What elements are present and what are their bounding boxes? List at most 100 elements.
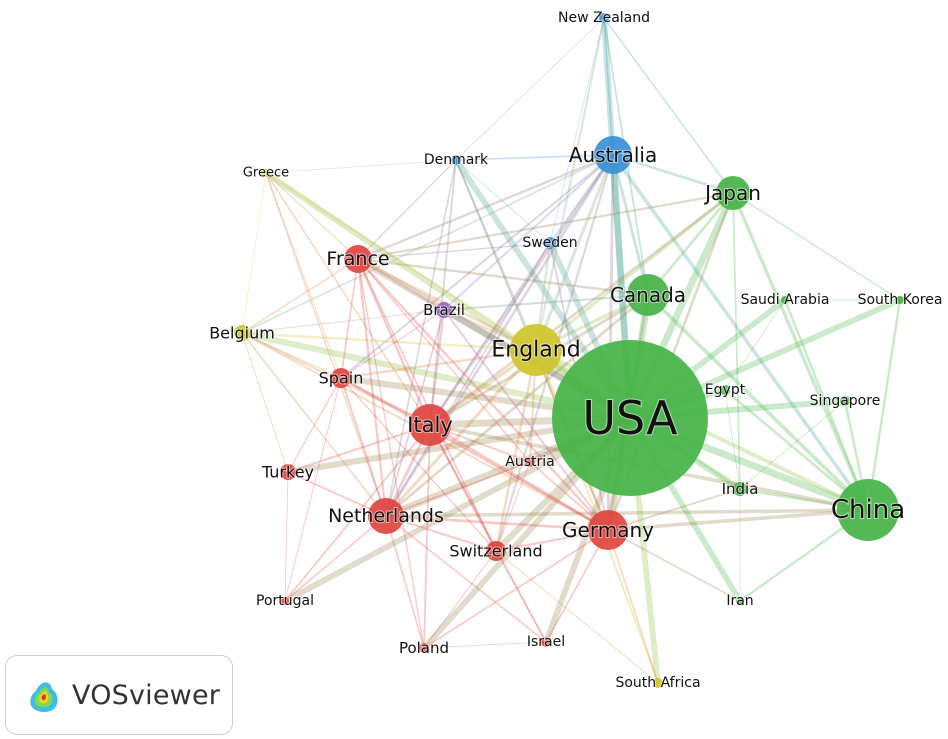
node-label-portugal: Portugal <box>256 593 314 609</box>
node-usa[interactable] <box>552 340 708 496</box>
link-italy-germany <box>428 423 610 532</box>
node-india[interactable] <box>733 482 747 496</box>
node-label-italy: Italy <box>407 413 453 437</box>
link-belgium-netherlands <box>241 332 387 517</box>
link-belgium-spain <box>241 332 342 379</box>
link-japan-australia <box>611 153 735 195</box>
link-belgium-greece <box>241 172 267 334</box>
link-china-saudi <box>783 298 870 512</box>
link-australia-spain <box>339 153 615 380</box>
app-name: VOSviewer <box>72 679 221 711</box>
node-label-singapore: Singapore <box>810 393 881 409</box>
link-england-greece <box>264 171 538 352</box>
link-singapore-india <box>739 400 846 490</box>
node-label-belgium: Belgium <box>209 324 275 343</box>
node-saudi[interactable] <box>781 296 789 304</box>
node-england[interactable] <box>510 324 562 376</box>
link-germany-iran <box>607 529 741 602</box>
link-italy-turkey <box>286 423 432 474</box>
link-sweden-france <box>357 242 551 260</box>
link-japan-italy <box>428 191 735 427</box>
link-spain-germany <box>339 376 610 532</box>
node-label-skorea: South Korea <box>858 292 943 308</box>
link-denmark-france <box>357 159 457 260</box>
link-netherlands-poland <box>385 515 425 649</box>
link-brazil-spain <box>340 309 445 379</box>
link-canada-netherlands <box>384 293 650 518</box>
link-china-egypt <box>723 388 870 512</box>
link-england-netherlands <box>384 348 538 518</box>
link-france-germany <box>356 257 610 532</box>
link-england-belgium <box>240 331 538 352</box>
node-label-england: England <box>491 338 580 363</box>
link-australia-brazil <box>443 154 614 311</box>
node-sweden[interactable] <box>544 237 556 249</box>
link-france-poland <box>357 258 425 649</box>
link-canada-australia <box>611 153 650 297</box>
node-turkey[interactable] <box>280 464 296 480</box>
link-belgium-france <box>241 258 359 334</box>
node-safrica[interactable] <box>653 678 663 688</box>
link-japan-france <box>356 191 735 261</box>
node-singapore[interactable] <box>840 396 850 406</box>
node-netherlands[interactable] <box>368 498 404 534</box>
node-japan[interactable] <box>716 176 750 210</box>
link-netherlands-austria <box>385 461 531 517</box>
node-brazil[interactable] <box>436 302 452 318</box>
link-china-germany <box>606 508 870 532</box>
node-label-sweden: Sweden <box>522 235 577 251</box>
node-portugal[interactable] <box>281 597 289 605</box>
node-austria[interactable] <box>525 457 535 467</box>
link-safrica-switzerland <box>495 550 659 684</box>
node-china[interactable] <box>837 479 899 541</box>
link-denmark-italy <box>429 159 457 426</box>
link-netherlands-portugal <box>284 515 387 602</box>
node-france[interactable] <box>344 245 372 273</box>
node-label-usa: USA <box>582 391 678 445</box>
link-australia-netherlands <box>384 153 615 518</box>
link-greece-spain <box>265 172 342 379</box>
node-belgium[interactable] <box>234 325 250 341</box>
node-switzerland[interactable] <box>486 541 506 561</box>
link-australia-italy <box>428 153 615 427</box>
link-greece-france <box>265 172 359 260</box>
link-greece-netherlands <box>265 172 387 517</box>
link-sweden-italy <box>429 242 551 426</box>
node-greece[interactable] <box>262 169 270 177</box>
node-canada[interactable] <box>627 274 669 316</box>
link-australia-france <box>356 153 615 261</box>
node-label-switzerland: Switzerland <box>449 542 542 561</box>
link-japan-skorea <box>732 192 901 301</box>
link-france-austria <box>357 258 531 463</box>
node-denmark[interactable] <box>451 155 461 165</box>
link-nz-japan <box>603 17 734 194</box>
link-germany-poland <box>423 529 609 649</box>
node-spain[interactable] <box>331 368 351 388</box>
link-china-canada <box>646 293 870 512</box>
link-japan-canada <box>646 191 735 297</box>
node-label-denmark: Denmark <box>424 152 489 168</box>
link-israel-poland <box>423 641 547 649</box>
node-iran[interactable] <box>736 597 744 605</box>
link-germany-india <box>607 488 741 531</box>
node-label-greece: Greece <box>243 166 289 181</box>
node-egypt[interactable] <box>720 385 730 395</box>
node-israel[interactable] <box>541 637 551 647</box>
node-poland[interactable] <box>419 643 429 653</box>
link-denmark-england <box>454 158 538 352</box>
link-nz-sweden <box>549 17 605 244</box>
node-germany[interactable] <box>588 510 628 550</box>
node-skorea[interactable] <box>896 296 904 304</box>
link-australia-england <box>534 153 615 352</box>
node-label-iran: Iran <box>726 593 753 609</box>
link-spain-netherlands <box>340 377 387 517</box>
node-label-japan: Japan <box>703 181 761 205</box>
node-label-turkey: Turkey <box>261 463 314 482</box>
link-switzerland-israel <box>495 550 547 643</box>
link-denmark-netherlands <box>385 159 457 517</box>
node-nz[interactable] <box>599 13 609 23</box>
node-australia[interactable] <box>594 136 632 174</box>
node-label-germany: Germany <box>562 518 654 542</box>
node-italy[interactable] <box>409 404 451 446</box>
